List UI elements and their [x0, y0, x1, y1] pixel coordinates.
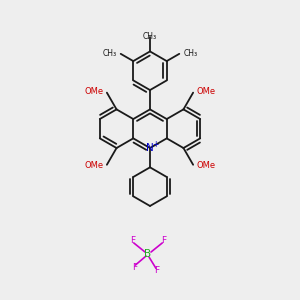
- Text: OMe: OMe: [196, 87, 215, 96]
- Text: OMe: OMe: [85, 87, 104, 96]
- Text: CH₃: CH₃: [183, 49, 197, 58]
- Text: B: B: [145, 249, 152, 259]
- Text: F: F: [154, 266, 160, 275]
- Text: F: F: [130, 236, 135, 245]
- Text: F: F: [132, 262, 137, 272]
- Text: OMe: OMe: [85, 161, 104, 170]
- Text: F: F: [161, 236, 166, 245]
- Text: CH₃: CH₃: [103, 49, 117, 58]
- Text: OMe: OMe: [196, 161, 215, 170]
- Text: N: N: [146, 143, 154, 153]
- Text: +: +: [152, 140, 158, 148]
- Text: CH₃: CH₃: [143, 32, 157, 41]
